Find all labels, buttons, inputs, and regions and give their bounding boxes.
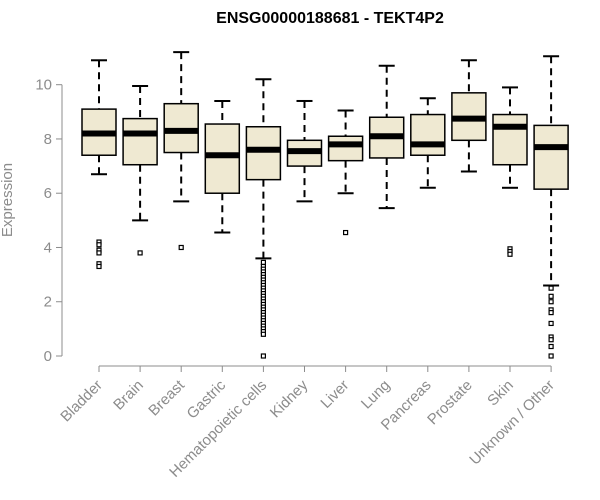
chart-title: ENSG00000188681 - TEKT4P2 (216, 10, 444, 27)
x-tick-label: Liver (317, 377, 352, 412)
x-tick-label: Brain (110, 377, 147, 414)
box-iqr (327, 135, 364, 162)
y-axis-label: Expression (0, 163, 16, 237)
outlier-point (548, 343, 554, 350)
x-tick-label: Lung (358, 377, 394, 413)
outlier-point (548, 337, 554, 343)
outlier-point (96, 263, 102, 270)
outlier-point (548, 309, 554, 316)
box-iqr (204, 123, 241, 194)
outlier-point (96, 250, 102, 256)
y-tick-label: 0 (44, 348, 52, 365)
outlier-point (548, 293, 554, 299)
outlier-point (343, 229, 349, 236)
box-iqr (410, 113, 446, 156)
y-tick-label: 2 (44, 294, 52, 311)
outlier-point (548, 285, 554, 291)
box-iqr (245, 125, 282, 181)
y-tick-label: 8 (44, 131, 52, 148)
box-iqr (122, 117, 158, 166)
outlier-point (548, 320, 554, 327)
x-tick-label: Skin (484, 377, 517, 410)
outlier-point (260, 331, 266, 337)
outlier-point (96, 242, 102, 248)
outlier-point (548, 299, 554, 305)
box-iqr (533, 124, 569, 190)
x-tick-label: Kidney (267, 376, 312, 421)
outlier-point (260, 353, 266, 359)
y-tick-label: 6 (44, 185, 52, 202)
x-tick-label: Bladder (57, 377, 106, 426)
outlier-point (260, 259, 266, 265)
x-tick-label: Prostate (424, 377, 476, 429)
x-tick-label: Breast (145, 376, 188, 419)
y-tick-label: 4 (44, 239, 52, 256)
outlier-point (507, 251, 513, 257)
box-iqr (492, 113, 528, 166)
outlier-point (548, 353, 554, 359)
outlier-point (137, 250, 143, 256)
outlier-point (178, 244, 184, 251)
y-tick-label: 10 (35, 77, 52, 94)
